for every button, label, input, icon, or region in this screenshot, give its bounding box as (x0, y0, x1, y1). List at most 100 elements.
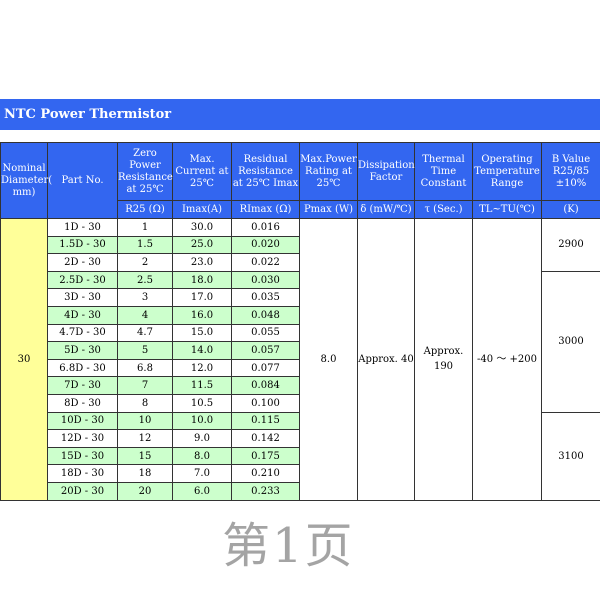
header-power: Max.Power Rating at 25℃ (299, 142, 358, 201)
cell: 0.142 (231, 429, 300, 448)
cell: 4.7D - 30 (47, 323, 118, 343)
cell: 4D - 30 (47, 305, 118, 325)
cell: 4.7 (117, 323, 173, 343)
cell: 10 (117, 411, 173, 431)
cell: 12 (117, 429, 173, 448)
table-row: 30 1D - 30 1 30.0 0.016 8.0 Approx. 40 Approx. … (0, 218, 600, 501)
page-title: NTC Power Thermistor (0, 99, 600, 130)
cell: 0.084 (231, 376, 300, 395)
cell: 3 (117, 288, 173, 307)
spec-table: Nominal Diameter( mm) Part No. Zero Powe… (0, 142, 600, 501)
temp-range-cell: -40 ～ +200 (472, 218, 542, 501)
cell: 8 (117, 393, 173, 413)
header-time-constant: Thermal Time Constant (414, 142, 473, 201)
unit-k: (K) (541, 200, 600, 219)
table-row: 10D - 30 10 10.0 0.115 3100 (1, 411, 600, 501)
header-temp-range: Operating Temperature Range (472, 142, 542, 201)
cell: 25.0 (172, 235, 232, 255)
cell: 23.0 (172, 253, 232, 272)
cell: 6.8 (117, 358, 173, 378)
cell: 0.210 (231, 464, 300, 483)
header-dissipation: Dissipation Factor (357, 142, 415, 201)
pmax-cell: 8.0 (299, 218, 358, 501)
cell: 20D - 30 (47, 481, 118, 501)
header-resistance: Zero Power Resistance at 25℃ (117, 142, 173, 201)
cell: 0.055 (231, 323, 300, 343)
cell: 8.0 (172, 446, 232, 466)
cell: 14.0 (172, 341, 232, 360)
unit-tau: τ (Sec.) (414, 200, 473, 219)
cell: 1D - 30 (47, 218, 118, 237)
cell: 2 (117, 253, 173, 272)
unit-pmax: Pmax (W) (299, 200, 358, 219)
diameter-cell: 30 (0, 218, 48, 501)
dissipation-cell: Approx. 40 (357, 218, 415, 501)
cell: 10.5 (172, 393, 232, 413)
unit-rimax: RImax (Ω) (231, 200, 300, 219)
cell: 4 (117, 305, 173, 325)
cell: 5 (117, 341, 173, 360)
cell: 12D - 30 (47, 429, 118, 448)
cell: 7 (117, 376, 173, 395)
cell: 0.233 (231, 481, 300, 501)
cell: 5D - 30 (47, 341, 118, 360)
b-value-cell: 3100 (541, 411, 600, 501)
cell: 2D - 30 (47, 253, 118, 272)
b-value-cell: 3000 (541, 270, 600, 413)
cell: 2.5D - 30 (47, 270, 118, 290)
cell: 18D - 30 (47, 464, 118, 483)
cell: 1.5D - 30 (47, 235, 118, 255)
table-row: 18D - 30 18 7.0 0.210 (1, 464, 600, 483)
cell: 3D - 30 (47, 288, 118, 307)
cell: 0.100 (231, 393, 300, 413)
cell: 0.035 (231, 288, 300, 307)
header-residual: Residual Resistance at 25℃ Imax (231, 142, 300, 201)
header-part-no: Part No. (47, 142, 118, 219)
cell: 15.0 (172, 323, 232, 343)
cell: 1 (117, 218, 173, 237)
cell: 15 (117, 446, 173, 466)
header-diameter: Nominal Diameter( mm) (0, 142, 52, 219)
cell: 0.020 (231, 235, 300, 255)
cell: 0.030 (231, 270, 300, 290)
table-row: 8D - 30 8 10.5 0.100 (1, 393, 600, 413)
table-row: 6.8D - 30 6.8 12.0 0.077 (1, 358, 600, 378)
cell: 0.115 (231, 411, 300, 431)
cell: 0.175 (231, 446, 300, 466)
table-row: 2.5D - 30 2.5 18.0 0.030 3000 (1, 270, 600, 413)
header-b-value: B Value R25/85 ±10% (541, 142, 600, 201)
header-current: Max. Current at 25℃ (172, 142, 232, 201)
cell: 20 (117, 481, 173, 501)
cell: 7D - 30 (47, 376, 118, 395)
unit-imax: Imax(A) (172, 200, 232, 219)
cell: 10D - 30 (47, 411, 118, 431)
table-row: 5D - 30 5 14.0 0.057 (1, 341, 600, 360)
cell: 17.0 (172, 288, 232, 307)
table-row: 4D - 30 4 16.0 0.048 (1, 305, 600, 325)
cell: 30.0 (172, 218, 232, 237)
cell: 0.057 (231, 341, 300, 360)
time-constant-cell: Approx. 190 (414, 218, 473, 501)
cell: 7.0 (172, 464, 232, 483)
cell: 18.0 (172, 270, 232, 290)
cell: 6.8D - 30 (47, 358, 118, 378)
watermark: 第1页 (222, 518, 355, 574)
cell: 0.016 (231, 218, 300, 237)
cell: 11.5 (172, 376, 232, 395)
cell: 16.0 (172, 305, 232, 325)
cell: 15D - 30 (47, 446, 118, 466)
cell: 2.5 (117, 270, 173, 290)
b-value-cell: 2900 (541, 218, 600, 272)
unit-temp: TL~TU(℃) (472, 200, 542, 219)
unit-r25: R25 (Ω) (117, 200, 173, 219)
cell: 9.0 (172, 429, 232, 448)
cell: 12.0 (172, 358, 232, 378)
cell: 8D - 30 (47, 393, 118, 413)
cell: 6.0 (172, 481, 232, 501)
table-row: 4.7D - 30 4.7 15.0 0.055 (1, 323, 600, 343)
cell: 18 (117, 464, 173, 483)
cell: 1.5 (117, 235, 173, 255)
cell: 0.022 (231, 253, 300, 272)
unit-dissipation: δ (mW/℃) (357, 200, 415, 219)
table-row: 20D - 30 20 6.0 0.233 (1, 481, 600, 501)
